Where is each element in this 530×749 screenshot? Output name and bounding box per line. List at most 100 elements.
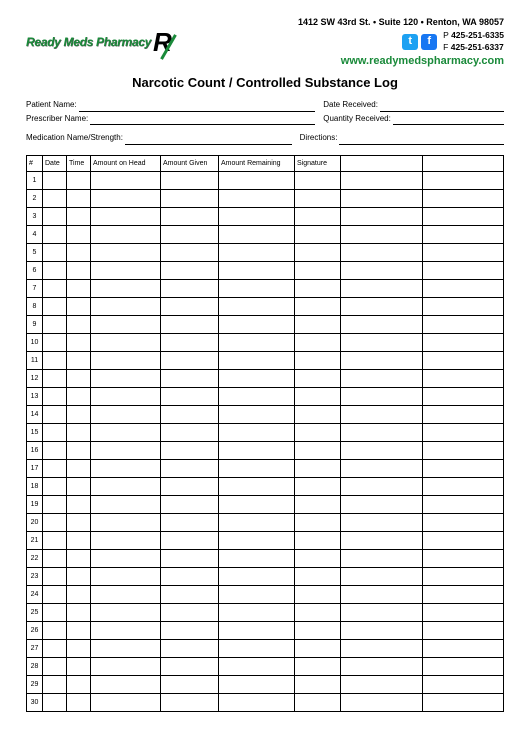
cell[interactable] [43,585,67,603]
cell[interactable] [67,423,91,441]
cell[interactable] [91,315,161,333]
cell[interactable] [43,333,67,351]
cell[interactable] [67,351,91,369]
cell[interactable] [161,189,219,207]
cell[interactable] [219,189,295,207]
cell[interactable] [43,621,67,639]
cell[interactable] [219,549,295,567]
cell[interactable] [295,369,341,387]
cell[interactable] [67,639,91,657]
cell[interactable] [295,693,341,711]
cell[interactable] [43,315,67,333]
cell[interactable] [295,171,341,189]
cell[interactable] [422,693,504,711]
cell[interactable] [341,189,423,207]
cell[interactable] [219,513,295,531]
cell[interactable] [219,693,295,711]
cell[interactable] [91,495,161,513]
cell[interactable] [91,657,161,675]
cell[interactable] [295,495,341,513]
cell[interactable] [161,675,219,693]
cell[interactable] [341,459,423,477]
cell[interactable] [161,243,219,261]
cell[interactable] [67,693,91,711]
cell[interactable] [91,693,161,711]
cell[interactable] [67,657,91,675]
cell[interactable] [67,675,91,693]
cell[interactable] [341,369,423,387]
cell[interactable] [91,279,161,297]
cell[interactable] [161,405,219,423]
cell[interactable] [43,639,67,657]
cell[interactable] [422,189,504,207]
cell[interactable] [295,567,341,585]
cell[interactable] [341,441,423,459]
cell[interactable] [295,675,341,693]
cell[interactable] [341,639,423,657]
cell[interactable] [422,405,504,423]
cell[interactable] [43,279,67,297]
cell[interactable] [91,333,161,351]
cell[interactable] [219,567,295,585]
cell[interactable] [341,261,423,279]
cell[interactable] [43,657,67,675]
cell[interactable] [161,441,219,459]
cell[interactable] [295,333,341,351]
cell[interactable] [219,225,295,243]
cell[interactable] [67,585,91,603]
cell[interactable] [341,333,423,351]
cell[interactable] [219,405,295,423]
cell[interactable] [341,531,423,549]
cell[interactable] [161,531,219,549]
cell[interactable] [91,585,161,603]
cell[interactable] [161,459,219,477]
cell[interactable] [295,513,341,531]
cell[interactable] [295,315,341,333]
cell[interactable] [43,693,67,711]
input-prescriber[interactable] [90,115,315,125]
cell[interactable] [67,315,91,333]
cell[interactable] [161,297,219,315]
cell[interactable] [43,567,67,585]
cell[interactable] [219,171,295,189]
input-medication[interactable] [125,135,292,145]
cell[interactable] [91,171,161,189]
cell[interactable] [341,423,423,441]
cell[interactable] [67,477,91,495]
cell[interactable] [422,567,504,585]
cell[interactable] [422,513,504,531]
cell[interactable] [43,531,67,549]
cell[interactable] [161,657,219,675]
cell[interactable] [422,657,504,675]
cell[interactable] [341,207,423,225]
cell[interactable] [422,621,504,639]
cell[interactable] [295,351,341,369]
cell[interactable] [295,225,341,243]
cell[interactable] [43,441,67,459]
cell[interactable] [67,369,91,387]
cell[interactable] [43,405,67,423]
cell[interactable] [67,531,91,549]
cell[interactable] [422,603,504,621]
cell[interactable] [91,261,161,279]
cell[interactable] [341,657,423,675]
cell[interactable] [161,693,219,711]
cell[interactable] [91,243,161,261]
cell[interactable] [161,171,219,189]
cell[interactable] [295,549,341,567]
cell[interactable] [219,207,295,225]
cell[interactable] [295,189,341,207]
cell[interactable] [91,441,161,459]
cell[interactable] [161,225,219,243]
cell[interactable] [219,441,295,459]
cell[interactable] [295,459,341,477]
cell[interactable] [91,567,161,585]
cell[interactable] [422,639,504,657]
cell[interactable] [341,279,423,297]
cell[interactable] [295,639,341,657]
cell[interactable] [161,423,219,441]
cell[interactable] [422,387,504,405]
cell[interactable] [43,297,67,315]
input-qty[interactable] [393,115,504,125]
cell[interactable] [422,675,504,693]
